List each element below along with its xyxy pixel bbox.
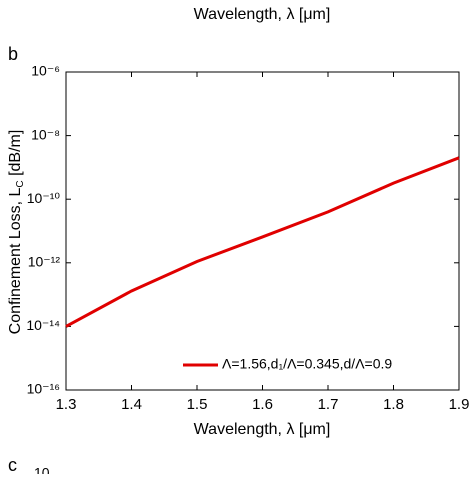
y-tick-label: 10⁻¹⁶ [27, 381, 60, 397]
x-tick-label: 1.4 [121, 396, 142, 413]
y-tick-label: 10⁻¹² [28, 254, 61, 270]
y-axis-label-main: Confinement Loss, L [7, 187, 24, 334]
y-tick-label: 10⁻⁸ [31, 126, 60, 142]
y-axis-label-sub: C [15, 180, 26, 187]
plot-frame [65, 71, 460, 391]
legend-label: Λ=1.56,d₁/Λ=0.345,d/Λ=0.9 [222, 356, 392, 372]
y-tick-label: 10⁻¹⁰ [27, 190, 61, 206]
panel-label: b [8, 44, 18, 64]
x-tick-label: 1.3 [56, 396, 77, 413]
x-tick-label: 1.6 [252, 396, 273, 413]
y-axis-label-unit: [dB/m] [7, 130, 24, 181]
previous-xlabel: Wavelength, λ [μm] [194, 6, 331, 23]
x-tick-label: 1.9 [449, 396, 470, 413]
panel-label: c [8, 455, 17, 474]
cut-tick-label: 10 [34, 465, 50, 474]
y-axis-label: Confinement Loss, LC [dB/m] [7, 130, 25, 335]
x-tick-label: 1.7 [318, 396, 339, 413]
x-tick-label: 1.5 [187, 396, 208, 413]
x-axis-label: Wavelength, λ [μm] [194, 421, 331, 438]
y-tick-label: 10⁻⁶ [31, 63, 60, 79]
x-tick-label: 1.8 [383, 396, 404, 413]
y-tick-label: 10⁻¹⁴ [26, 317, 60, 333]
series-line [65, 156, 460, 328]
